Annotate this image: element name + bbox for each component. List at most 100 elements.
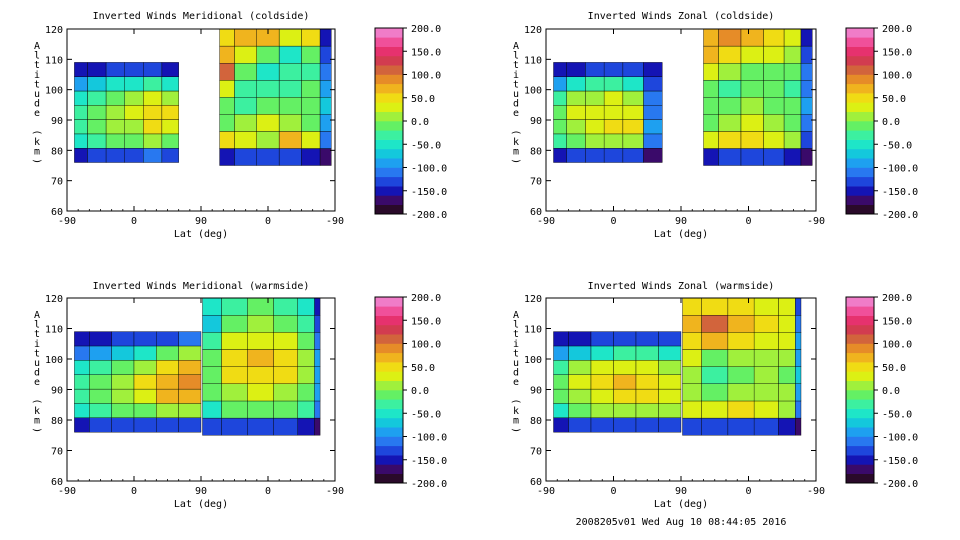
data-cell <box>740 114 764 132</box>
data-cell <box>701 383 729 402</box>
colorbar-tick-label: 150.0 <box>411 316 441 327</box>
data-cell <box>301 97 321 115</box>
data-cell <box>718 45 742 64</box>
data-cell <box>613 345 637 361</box>
data-cell <box>682 298 702 316</box>
data-cell <box>178 345 202 361</box>
chart-title: Inverted Winds Meridional (coldside) <box>93 11 310 22</box>
data-cell <box>643 76 663 92</box>
colorbar-swatch <box>375 473 403 484</box>
colorbar-tick-label: 150.0 <box>882 47 912 58</box>
data-cell <box>703 148 719 166</box>
data-cell <box>89 360 112 375</box>
colorbar-swatch <box>846 28 874 38</box>
data-cell <box>753 349 779 367</box>
data-cell <box>74 388 90 404</box>
colorbar-swatch <box>846 315 874 326</box>
data-cell <box>273 315 299 333</box>
data-cell <box>553 62 567 77</box>
y-axis-label-char: t <box>513 329 519 340</box>
data-cell <box>256 45 280 64</box>
x-tick-label: 90 <box>675 216 687 227</box>
colorbar-swatch <box>375 158 403 168</box>
data-cell <box>701 400 729 419</box>
colorbar-swatch <box>375 324 403 335</box>
colorbar-tick-label: 0.0 <box>882 386 900 397</box>
data-cell <box>143 90 163 106</box>
data-cell <box>783 148 802 166</box>
y-axis-label-char: i <box>34 70 40 81</box>
data-cell <box>553 76 567 92</box>
data-cell <box>568 374 592 390</box>
y-axis-label-char: k <box>34 406 40 417</box>
data-cell <box>178 388 202 404</box>
colorbar-swatch <box>375 315 403 326</box>
data-cell <box>603 133 624 149</box>
data-cell <box>568 331 592 347</box>
data-cell <box>156 388 179 404</box>
data-cell <box>105 76 125 92</box>
data-cell <box>643 147 663 163</box>
y-tick-label: 100 <box>45 86 63 97</box>
data-cell <box>87 133 107 149</box>
colorbar-swatch <box>846 65 874 75</box>
colorbar-swatch <box>375 408 403 419</box>
data-cell <box>635 388 659 404</box>
y-axis-label-char: A <box>513 310 519 321</box>
data-cell <box>234 45 257 64</box>
data-cell <box>643 133 663 149</box>
data-cell <box>314 366 321 385</box>
data-cell <box>133 360 157 375</box>
colorbar-tick-label: -50.0 <box>411 409 441 420</box>
data-cell <box>297 383 315 402</box>
data-cell <box>740 62 764 81</box>
data-cell <box>219 62 235 81</box>
colorbar-swatch <box>846 436 874 447</box>
x-tick-label: 0 <box>610 486 616 497</box>
data-cell <box>635 331 659 347</box>
x-tick-label: -90 <box>537 216 555 227</box>
colorbar-tick-label: -50.0 <box>882 409 912 420</box>
y-axis-label-char: i <box>513 70 519 81</box>
colorbar-swatch <box>375 390 403 400</box>
data-cell <box>703 29 719 47</box>
data-cell <box>202 298 222 316</box>
data-cell <box>658 331 682 347</box>
data-cell <box>566 76 586 92</box>
data-cell <box>635 345 659 361</box>
colorbar-swatch <box>375 306 403 316</box>
colorbar-swatch <box>846 334 874 344</box>
data-cell <box>74 105 88 120</box>
data-cell <box>701 366 729 385</box>
data-cell <box>783 114 802 132</box>
data-cell <box>319 79 332 98</box>
y-tick-label: 70 <box>51 177 63 188</box>
x-tick-label: 0 <box>265 216 271 227</box>
colorbar-swatch <box>846 195 874 205</box>
data-cell <box>273 349 299 367</box>
colorbar-tick-label: -200.0 <box>882 210 918 221</box>
colorbar-tick-label: 200.0 <box>411 293 441 304</box>
colorbar-tick-label: -150.0 <box>411 187 447 198</box>
colorbar: 200.0 150.0 100.0 50.0 0.0 -50.0 -100.0 -150.0 -… <box>374 293 447 490</box>
y-axis-label-char: ) <box>31 158 42 164</box>
data-cell <box>566 105 586 120</box>
colorbar-swatch <box>375 436 403 447</box>
colorbar-swatch <box>846 362 874 372</box>
chart-panel: Inverted Winds Zonal (coldside) -90 0 90 0 -9… <box>510 11 918 240</box>
colorbar-swatch <box>846 306 874 316</box>
data-cell <box>590 374 614 390</box>
chart-panel: Inverted Winds Meridional (coldside) -90 0… <box>31 11 447 240</box>
colorbar-swatch <box>375 297 403 307</box>
colorbar-swatch <box>375 65 403 75</box>
y-tick-label: 90 <box>51 386 63 397</box>
data-cell <box>111 403 135 418</box>
data-cell <box>124 147 144 163</box>
colorbar-tick-label: 150.0 <box>411 47 441 58</box>
y-axis-label-char: A <box>34 41 40 52</box>
colorbar-swatch <box>375 204 403 215</box>
data-cell <box>590 345 614 361</box>
colorbar-tick-label: -150.0 <box>882 456 918 467</box>
data-cell <box>553 417 569 433</box>
y-axis-label-char: A <box>34 310 40 321</box>
